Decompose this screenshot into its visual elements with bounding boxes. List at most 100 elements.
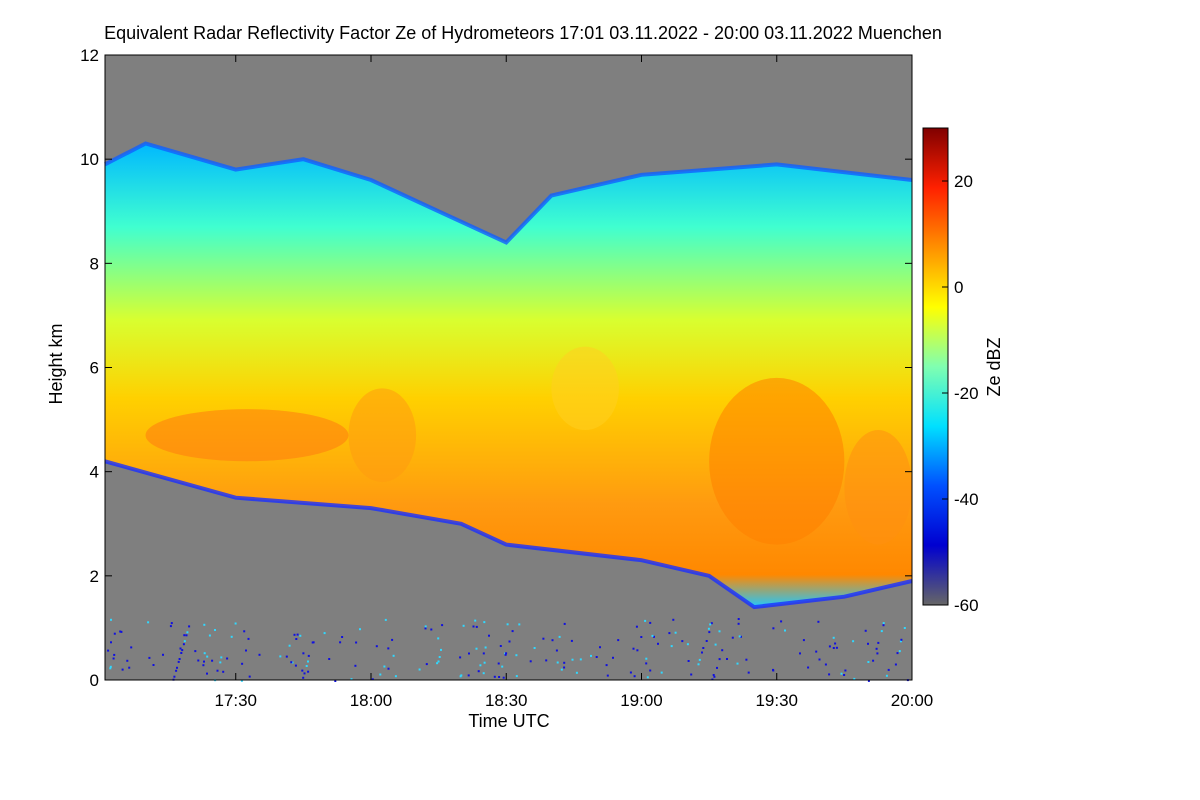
noise-speck [899, 640, 902, 643]
noise-speck [438, 656, 441, 658]
noise-speck [551, 639, 554, 642]
noise-speck [350, 678, 353, 681]
noise-speck [186, 631, 189, 634]
noise-speck [867, 679, 870, 682]
noise-speck [483, 621, 486, 624]
noise-speck [896, 652, 899, 655]
noise-speck [690, 673, 693, 676]
noise-speck [640, 636, 643, 638]
noise-speck [392, 654, 395, 657]
noise-speck [709, 623, 712, 626]
noise-speck [177, 660, 180, 663]
noise-speck [185, 634, 188, 637]
noise-speck [170, 622, 173, 625]
noise-speck [898, 650, 901, 653]
noise-speck [872, 659, 875, 662]
noise-speck [739, 635, 742, 638]
noise-speck [876, 652, 879, 655]
noise-speck [511, 630, 514, 633]
noise-speck [508, 640, 511, 643]
noise-speck [832, 647, 835, 649]
noise-speck [653, 635, 655, 638]
noise-speck [702, 647, 705, 649]
noise-speck [175, 669, 178, 672]
noise-speck [211, 659, 214, 662]
noise-speck [113, 653, 116, 656]
noise-speck [635, 625, 638, 628]
noise-speck [716, 666, 718, 669]
x-axis: 17:30 18:00 18:30 19:00 19:30 20:00 [214, 55, 933, 710]
noise-speck [497, 662, 500, 665]
noise-speck [334, 680, 337, 682]
noise-speck [736, 662, 739, 665]
noise-speck [533, 647, 536, 649]
noise-speck [467, 674, 470, 677]
noise-speck [202, 664, 205, 667]
noise-speck [843, 674, 846, 676]
hotspot [348, 388, 417, 483]
noise-speck [437, 660, 440, 663]
noise-speck [867, 642, 869, 645]
noise-speck [780, 620, 783, 623]
noise-speck [424, 627, 427, 630]
noise-speck [173, 675, 176, 678]
noise-speck [560, 668, 563, 671]
noise-speck [644, 619, 647, 622]
noise-speck [180, 652, 183, 654]
noise-speck [737, 622, 740, 625]
noise-speck [188, 625, 191, 628]
noise-speck [645, 662, 648, 665]
noise-speck [479, 664, 482, 667]
noise-speck [701, 651, 703, 654]
noise-speck [475, 647, 478, 650]
noise-speck [504, 653, 507, 656]
noise-speck [387, 647, 390, 650]
noise-speck [241, 662, 244, 665]
x-tick-label: 17:30 [214, 691, 257, 710]
noise-speck [686, 643, 689, 646]
noise-speck [563, 666, 566, 669]
noise-speck [183, 634, 186, 637]
noise-speck [169, 625, 172, 628]
noise-speck [617, 639, 620, 642]
noise-speck [563, 622, 566, 625]
noise-speck [203, 652, 206, 655]
plot-area [104, 54, 913, 682]
noise-speck [807, 666, 810, 669]
noise-speck [483, 661, 486, 664]
noise-speck [176, 666, 178, 669]
noise-speck [301, 669, 304, 672]
noise-speck [208, 634, 211, 637]
noise-speck [649, 669, 652, 672]
noise-speck [563, 661, 566, 664]
x-tick-label: 19:30 [755, 691, 798, 710]
noise-speck [462, 624, 465, 627]
noise-speck [515, 654, 518, 657]
noise-speck [784, 629, 786, 632]
noise-speck [293, 633, 296, 636]
noise-speck [475, 625, 478, 628]
noise-speck [834, 642, 837, 645]
noise-speck [772, 668, 774, 671]
noise-speck [248, 675, 251, 678]
noise-speck [214, 629, 216, 631]
chart-title: Equivalent Radar Reflectivity Factor Ze … [104, 23, 942, 43]
noise-speck [418, 668, 421, 671]
noise-speck [875, 647, 878, 650]
noise-speck [430, 628, 433, 631]
noise-speck [425, 663, 428, 666]
noise-speck [203, 623, 206, 626]
noise-speck [375, 645, 378, 648]
noise-speck [579, 658, 582, 661]
noise-speck [355, 641, 358, 644]
noise-speck [880, 630, 883, 633]
noise-speck [303, 672, 306, 675]
noise-speck [605, 664, 608, 667]
colorbar: 20 0 -20 -40 -60 [922, 127, 979, 615]
noise-speck [296, 633, 299, 636]
noise-speck [290, 661, 293, 664]
y-tick-label: 2 [90, 567, 99, 586]
noise-speck [302, 676, 305, 679]
noise-speck [629, 671, 632, 674]
noise-speck [130, 646, 133, 649]
